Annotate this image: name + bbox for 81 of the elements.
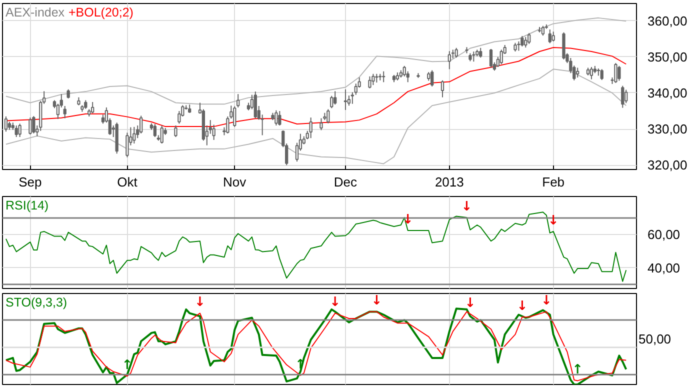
candlestick	[174, 124, 178, 138]
annotation: ↑	[122, 358, 133, 374]
candlestick	[541, 25, 545, 36]
candlestick	[233, 106, 236, 128]
candlestick	[520, 35, 524, 47]
candlestick	[18, 123, 22, 138]
annotation: ↓	[516, 299, 528, 314]
candlestick	[32, 116, 36, 134]
candlestick	[28, 117, 32, 135]
candlestick	[132, 126, 136, 144]
x-tick-label: Okt	[117, 174, 138, 190]
annotation: ↓	[464, 296, 476, 311]
candlestick	[368, 76, 372, 89]
y-tick-label: 340,00	[648, 85, 688, 100]
candlestick	[372, 73, 375, 86]
x-tick-label: Dec	[334, 174, 358, 190]
x-tick-label: Nov	[223, 174, 247, 190]
candlestick	[334, 90, 337, 106]
candlestick	[4, 116, 8, 132]
candlestick	[576, 67, 580, 78]
candlestick	[500, 49, 503, 65]
candlestick	[330, 95, 334, 109]
chart-title: STO(9,3,3)	[6, 296, 68, 310]
candlestick	[489, 48, 493, 68]
candlestick	[326, 108, 330, 124]
candlestick	[63, 105, 66, 119]
candlestick	[552, 31, 555, 42]
y-tick-label: 330,00	[648, 122, 688, 137]
x-tick-label: Sep	[18, 174, 42, 190]
candlestick	[448, 50, 451, 70]
candlestick	[618, 65, 621, 82]
candlestick	[454, 47, 458, 58]
annotation: ↑	[572, 362, 584, 378]
candlestick	[350, 92, 354, 104]
candlestick	[621, 85, 624, 108]
candlestick	[278, 110, 282, 126]
candlestick	[344, 88, 348, 110]
candlestick	[320, 118, 323, 131]
y-tick-label: 60,00	[648, 227, 680, 242]
annotation: ↓	[461, 200, 472, 215]
candlestick	[309, 117, 312, 139]
candlestick	[14, 124, 18, 138]
annotation: ↓	[540, 294, 552, 309]
candlestick	[614, 62, 618, 84]
text: +BOL(20;2)	[68, 6, 134, 20]
candlestick	[440, 80, 444, 98]
candlestick	[140, 115, 143, 134]
annotation: ↓	[330, 295, 341, 310]
chart-title: RSI(14)	[6, 198, 49, 212]
y-tick-label: 350,00	[648, 49, 688, 64]
candlestick	[517, 40, 520, 52]
candlestick	[236, 94, 240, 108]
annotation: ↓	[548, 213, 559, 228]
candlestick	[524, 36, 528, 48]
text: 50,00	[638, 332, 672, 346]
chart-title: AEX-index	[6, 6, 66, 20]
x-tick-label: 2013	[434, 174, 464, 190]
candlestick	[624, 89, 628, 104]
y-tick-label: 40,00	[648, 260, 680, 276]
y-tick-label: 360,00	[648, 13, 688, 28]
candlestick	[274, 110, 278, 126]
candlestick	[528, 32, 531, 44]
candlestick	[600, 68, 604, 81]
candlestick	[430, 70, 434, 87]
candlestick	[160, 124, 164, 144]
candlestick	[254, 91, 257, 119]
candlestick	[91, 102, 94, 114]
candlestick	[548, 28, 552, 44]
annotation: ↓	[402, 212, 414, 228]
annotation: ↓	[194, 295, 206, 310]
annotation: ↓	[371, 294, 382, 309]
candlestick	[590, 66, 594, 80]
candlestick	[382, 70, 386, 83]
candlestick	[479, 47, 482, 58]
candlestick	[153, 124, 157, 138]
candlestick	[66, 88, 70, 99]
x-tick-label: Feb	[542, 174, 565, 190]
line-series	[5, 212, 627, 282]
candlestick	[472, 50, 476, 62]
candlestick	[212, 124, 216, 140]
y-tick-label: 320,00	[648, 158, 688, 173]
